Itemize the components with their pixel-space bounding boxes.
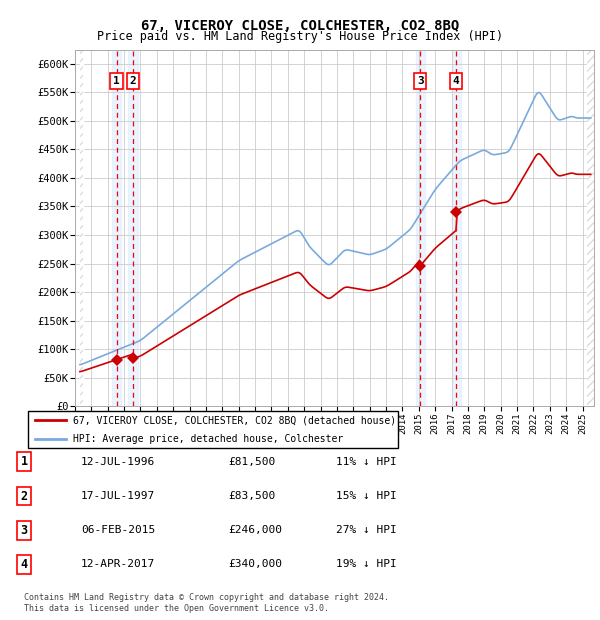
- Text: £340,000: £340,000: [228, 559, 282, 569]
- Text: £83,500: £83,500: [228, 491, 275, 501]
- Bar: [416, 50, 425, 406]
- Text: 1: 1: [20, 456, 28, 468]
- Text: 12-JUL-1996: 12-JUL-1996: [81, 457, 155, 467]
- Text: Contains HM Land Registry data © Crown copyright and database right 2024.
This d: Contains HM Land Registry data © Crown c…: [24, 593, 389, 613]
- Text: 11% ↓ HPI: 11% ↓ HPI: [336, 457, 397, 467]
- Text: 12-APR-2017: 12-APR-2017: [81, 559, 155, 569]
- Text: 3: 3: [417, 76, 424, 86]
- Bar: [80, 50, 83, 406]
- Text: 4: 4: [20, 558, 28, 570]
- Bar: [80, 50, 83, 406]
- Bar: [587, 50, 594, 406]
- Bar: [112, 50, 121, 406]
- Text: 27% ↓ HPI: 27% ↓ HPI: [336, 525, 397, 535]
- Text: 2: 2: [130, 76, 136, 86]
- Bar: [452, 50, 461, 406]
- Text: £81,500: £81,500: [228, 457, 275, 467]
- Text: 06-FEB-2015: 06-FEB-2015: [81, 525, 155, 535]
- FancyBboxPatch shape: [28, 411, 398, 448]
- Text: 2: 2: [20, 490, 28, 502]
- Text: 67, VICEROY CLOSE, COLCHESTER, CO2 8BQ: 67, VICEROY CLOSE, COLCHESTER, CO2 8BQ: [141, 19, 459, 33]
- Text: 67, VICEROY CLOSE, COLCHESTER, CO2 8BQ (detached house): 67, VICEROY CLOSE, COLCHESTER, CO2 8BQ (…: [73, 415, 396, 425]
- Text: 15% ↓ HPI: 15% ↓ HPI: [336, 491, 397, 501]
- Bar: [128, 50, 137, 406]
- Text: 4: 4: [453, 76, 460, 86]
- Bar: [587, 50, 594, 406]
- Text: HPI: Average price, detached house, Colchester: HPI: Average price, detached house, Colc…: [73, 433, 343, 444]
- Text: 1: 1: [113, 76, 120, 86]
- Text: 17-JUL-1997: 17-JUL-1997: [81, 491, 155, 501]
- Text: 3: 3: [20, 524, 28, 536]
- Text: £246,000: £246,000: [228, 525, 282, 535]
- Text: Price paid vs. HM Land Registry's House Price Index (HPI): Price paid vs. HM Land Registry's House …: [97, 30, 503, 43]
- Text: 19% ↓ HPI: 19% ↓ HPI: [336, 559, 397, 569]
